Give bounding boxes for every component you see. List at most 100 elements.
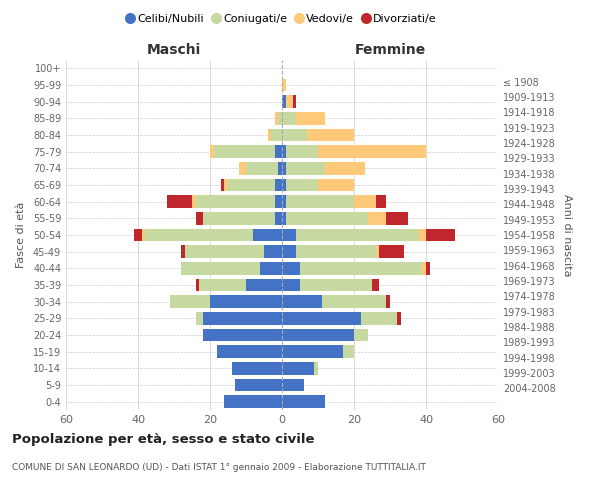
- Bar: [325, 162, 365, 174]
- Bar: [282, 196, 286, 208]
- Bar: [282, 246, 296, 258]
- Bar: [386, 296, 390, 308]
- Bar: [282, 79, 286, 92]
- Bar: [286, 162, 325, 174]
- Bar: [203, 312, 282, 324]
- Bar: [286, 212, 368, 224]
- Bar: [282, 229, 296, 241]
- Bar: [282, 346, 343, 358]
- Bar: [286, 96, 293, 108]
- Bar: [210, 296, 282, 308]
- Bar: [203, 329, 282, 341]
- Bar: [185, 246, 264, 258]
- Bar: [282, 362, 314, 374]
- Bar: [217, 346, 282, 358]
- Bar: [354, 196, 376, 208]
- Bar: [203, 212, 275, 224]
- Y-axis label: Fasce di età: Fasce di età: [16, 202, 26, 268]
- Text: Popolazione per età, sesso e stato civile: Popolazione per età, sesso e stato civil…: [12, 432, 314, 446]
- Bar: [282, 212, 286, 224]
- Bar: [253, 229, 282, 241]
- Bar: [145, 229, 253, 241]
- Bar: [282, 312, 361, 324]
- Bar: [397, 312, 401, 324]
- Bar: [275, 212, 282, 224]
- Bar: [282, 396, 325, 408]
- Legend: Celibi/Nubili, Coniugati/e, Vedovi/e, Divorziati/e: Celibi/Nubili, Coniugati/e, Vedovi/e, Di…: [123, 10, 441, 29]
- Bar: [361, 312, 397, 324]
- Bar: [275, 179, 282, 192]
- Bar: [296, 229, 419, 241]
- Bar: [196, 312, 203, 324]
- Bar: [314, 362, 318, 374]
- Bar: [264, 246, 282, 258]
- Bar: [282, 262, 300, 274]
- Bar: [379, 246, 404, 258]
- Bar: [307, 129, 354, 141]
- Bar: [246, 162, 278, 174]
- Bar: [275, 112, 278, 124]
- Bar: [300, 279, 372, 291]
- Y-axis label: Anni di nascita: Anni di nascita: [562, 194, 572, 276]
- Bar: [282, 329, 354, 341]
- Bar: [235, 379, 282, 391]
- Bar: [282, 179, 286, 192]
- Bar: [282, 112, 296, 124]
- Bar: [419, 229, 426, 241]
- Bar: [167, 196, 192, 208]
- Bar: [282, 146, 286, 158]
- Bar: [224, 396, 282, 408]
- Bar: [228, 179, 275, 192]
- Bar: [196, 212, 203, 224]
- Bar: [196, 279, 199, 291]
- Bar: [260, 262, 282, 274]
- Bar: [386, 212, 408, 224]
- Bar: [426, 262, 430, 274]
- Bar: [196, 196, 275, 208]
- Bar: [134, 229, 142, 241]
- Bar: [142, 229, 145, 241]
- Bar: [286, 179, 318, 192]
- Bar: [296, 246, 376, 258]
- Bar: [239, 162, 246, 174]
- Bar: [322, 296, 386, 308]
- Bar: [282, 296, 322, 308]
- Bar: [278, 162, 282, 174]
- Bar: [210, 146, 214, 158]
- Bar: [282, 162, 286, 174]
- Bar: [286, 146, 318, 158]
- Bar: [282, 96, 286, 108]
- Bar: [278, 112, 282, 124]
- Bar: [192, 196, 196, 208]
- Bar: [318, 146, 426, 158]
- Bar: [275, 146, 282, 158]
- Bar: [170, 296, 210, 308]
- Bar: [376, 196, 386, 208]
- Bar: [318, 179, 354, 192]
- Bar: [368, 212, 386, 224]
- Bar: [181, 246, 185, 258]
- Bar: [376, 246, 379, 258]
- Bar: [300, 262, 422, 274]
- Bar: [246, 279, 282, 291]
- Bar: [275, 196, 282, 208]
- Bar: [181, 262, 260, 274]
- Bar: [343, 346, 354, 358]
- Bar: [282, 129, 307, 141]
- Bar: [296, 112, 325, 124]
- Text: Maschi: Maschi: [147, 42, 201, 56]
- Bar: [199, 279, 246, 291]
- Bar: [282, 279, 300, 291]
- Bar: [354, 329, 368, 341]
- Bar: [372, 279, 379, 291]
- Bar: [268, 129, 271, 141]
- Bar: [286, 196, 354, 208]
- Bar: [293, 96, 296, 108]
- Text: Femmine: Femmine: [355, 42, 425, 56]
- Bar: [422, 262, 426, 274]
- Bar: [282, 379, 304, 391]
- Text: COMUNE DI SAN LEONARDO (UD) - Dati ISTAT 1° gennaio 2009 - Elaborazione TUTTITAL: COMUNE DI SAN LEONARDO (UD) - Dati ISTAT…: [12, 462, 426, 471]
- Bar: [271, 129, 282, 141]
- Bar: [426, 229, 455, 241]
- Bar: [214, 146, 275, 158]
